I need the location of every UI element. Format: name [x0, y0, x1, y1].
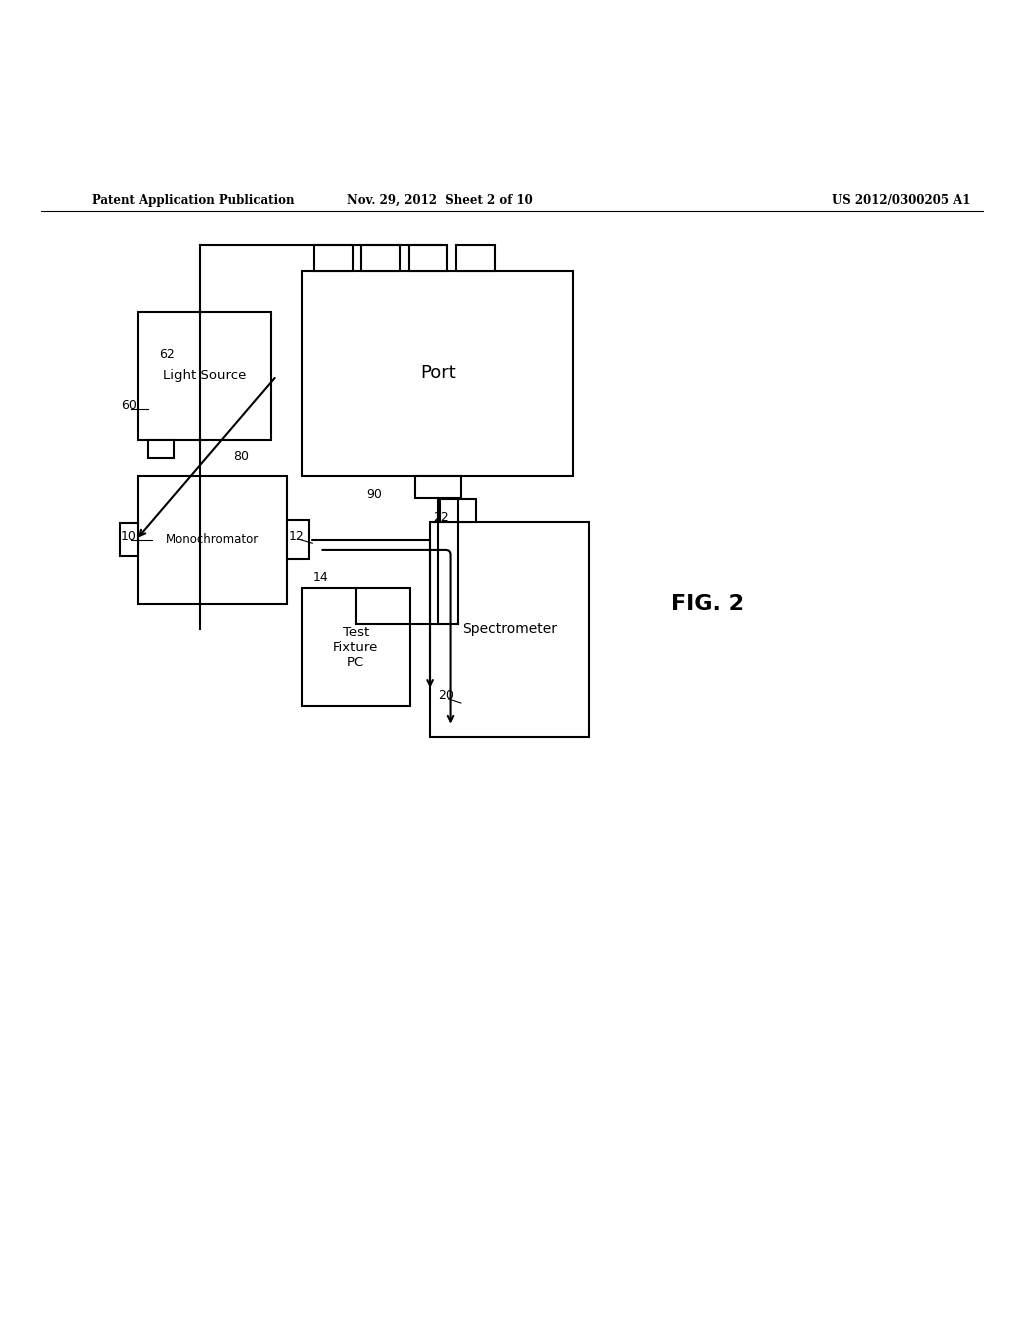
Text: Spectrometer: Spectrometer [462, 622, 557, 636]
Text: Port: Port [420, 364, 456, 383]
Text: Test
Fixture
PC: Test Fixture PC [333, 626, 379, 669]
Text: 22: 22 [433, 511, 449, 524]
Bar [138, 312, 271, 440]
Bar [302, 589, 410, 706]
Bar [138, 475, 287, 603]
Text: 60: 60 [121, 399, 137, 412]
Text: 14: 14 [312, 572, 328, 585]
Bar [314, 246, 353, 271]
Bar [302, 271, 573, 475]
Text: 62: 62 [159, 348, 174, 360]
Bar [415, 475, 461, 498]
Text: 10: 10 [121, 531, 137, 544]
Text: Patent Application Publication: Patent Application Publication [92, 194, 295, 207]
Text: Light Source: Light Source [163, 370, 247, 383]
Bar [440, 499, 476, 521]
Bar [287, 520, 309, 560]
Bar [456, 246, 495, 271]
Text: US 2012/0300205 A1: US 2012/0300205 A1 [831, 194, 971, 207]
Bar [361, 246, 400, 271]
Bar [430, 521, 589, 737]
Text: 12: 12 [289, 531, 304, 544]
Text: Nov. 29, 2012  Sheet 2 of 10: Nov. 29, 2012 Sheet 2 of 10 [347, 194, 534, 207]
Text: 80: 80 [233, 450, 250, 463]
Text: 20: 20 [438, 689, 455, 702]
Bar [409, 246, 447, 271]
Text: FIG. 2: FIG. 2 [671, 594, 743, 614]
Bar [148, 440, 174, 458]
Text: Monochromator: Monochromator [166, 533, 259, 546]
Text: 90: 90 [367, 488, 383, 502]
Bar [120, 523, 138, 556]
